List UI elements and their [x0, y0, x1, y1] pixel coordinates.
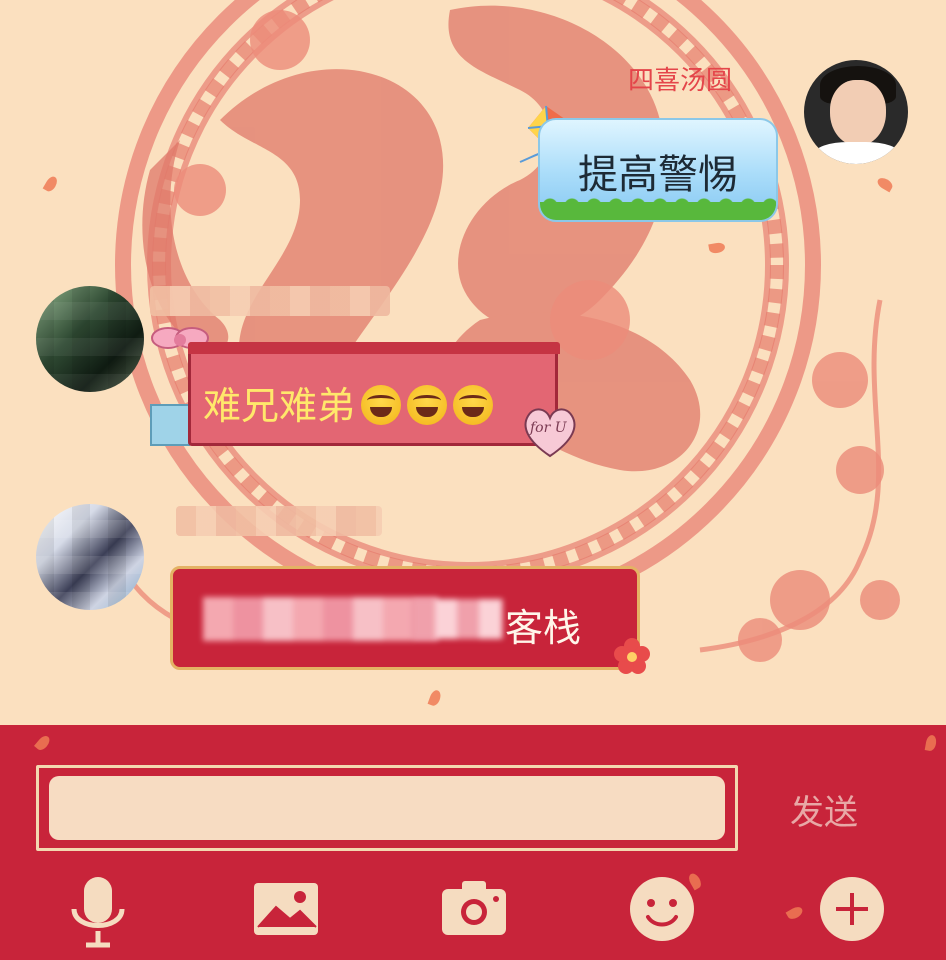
camera-icon[interactable] — [438, 873, 510, 949]
message-input[interactable] — [49, 776, 725, 840]
laugh-emoji-icon — [453, 385, 494, 425]
message-text: 难兄难弟 — [203, 384, 356, 428]
for-u-heart-sticker: for U — [520, 404, 580, 460]
giftbox-icon — [150, 404, 190, 446]
contact-avatar-blurred[interactable] — [36, 504, 144, 610]
blurred-text — [413, 599, 503, 639]
petal-decoration — [34, 733, 52, 753]
avatar-face — [830, 80, 886, 146]
outgoing-message-text: 提高警惕 — [578, 152, 738, 198]
incoming-message-bubble[interactable]: 难兄难弟 — [188, 342, 560, 446]
chat-area[interactable]: 四喜汤圆 提高警惕 难兄难弟 for U — [0, 0, 946, 725]
bubble-ground-decoration — [540, 202, 776, 220]
sender-name-blurred — [150, 286, 390, 316]
message-input-frame — [36, 765, 738, 851]
sender-name-blurred — [176, 506, 382, 536]
plus-icon[interactable] — [816, 873, 888, 949]
my-avatar[interactable] — [804, 60, 908, 164]
laugh-emoji-icon — [407, 385, 448, 425]
laugh-emoji-icon — [361, 385, 402, 425]
send-button[interactable]: 发送 — [790, 785, 858, 834]
incoming-message-text: 客栈 — [505, 606, 582, 650]
petal-decoration — [924, 734, 938, 752]
sticker-text: for U — [530, 420, 567, 436]
incoming-message-bubble[interactable]: 客栈 — [170, 566, 640, 670]
input-bar: 发送 — [0, 725, 946, 960]
avatar-shirt — [814, 142, 900, 164]
petal-decoration — [785, 904, 805, 922]
outgoing-message-bubble[interactable]: 提高警惕 — [538, 118, 778, 222]
flower-sticker-icon — [614, 638, 650, 674]
microphone-icon[interactable] — [62, 873, 134, 949]
sender-name: 四喜汤圆 — [628, 66, 733, 96]
image-icon[interactable] — [250, 873, 322, 949]
incoming-message-text: 难兄难弟 — [203, 375, 494, 430]
blurred-text — [203, 597, 438, 641]
bubble-top-bar — [188, 342, 560, 354]
contact-avatar-blurred[interactable] — [36, 286, 144, 392]
emoji-icon[interactable] — [626, 873, 698, 949]
